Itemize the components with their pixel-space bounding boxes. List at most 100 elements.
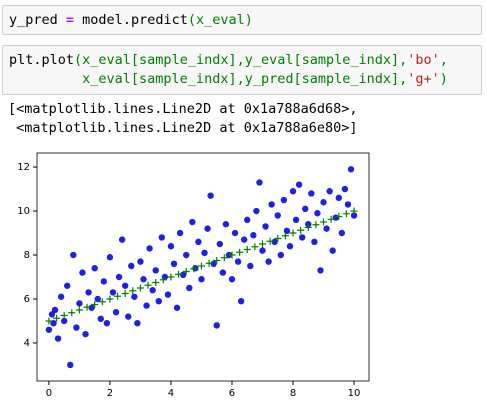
dot-marker	[326, 188, 333, 195]
code-cell[interactable]: y_pred = model.predict(x_eval)	[2, 5, 482, 35]
dot-marker	[173, 304, 181, 311]
dot-marker	[338, 229, 346, 237]
y-tick-label: 12	[17, 162, 30, 173]
dot-marker	[317, 267, 324, 274]
dot-marker	[118, 236, 126, 243]
plus-marker	[68, 309, 76, 317]
dot-marker	[106, 254, 114, 261]
dot-marker	[179, 271, 187, 279]
dot-marker	[112, 308, 120, 316]
code-token: y_pred	[9, 12, 66, 28]
dot-marker	[268, 201, 275, 208]
dot-marker	[121, 282, 129, 289]
plus-marker	[114, 292, 122, 300]
plus-marker	[45, 317, 53, 325]
code-token: (x_eval[sample_indx],y_eval[sample_indx]…	[74, 52, 408, 68]
dot-marker	[247, 262, 254, 270]
dot-marker	[213, 322, 220, 329]
dot-marker	[329, 247, 336, 254]
dot-marker	[207, 192, 214, 199]
plus-marker	[190, 265, 198, 273]
x-tick-label: 10	[348, 388, 361, 399]
dot-marker	[237, 297, 245, 305]
dot-marker	[54, 335, 62, 342]
dot-marker	[283, 227, 291, 235]
dot-marker	[100, 278, 108, 285]
dot-marker	[271, 238, 278, 246]
dot-marker	[57, 293, 65, 300]
dot-marker	[286, 243, 294, 250]
dot-marker	[244, 216, 251, 224]
cell-output: [<matplotlib.lines.Line2D at 0x1a788a6d6…	[8, 100, 358, 138]
code-token: 'bo'	[407, 52, 440, 68]
code-cell[interactable]: plt.plot(x_eval[sample_indx],y_eval[samp…	[2, 45, 482, 95]
plus-marker	[289, 229, 297, 237]
code-token: 'g+'	[407, 71, 440, 87]
dot-marker	[131, 293, 138, 300]
dot-marker	[347, 166, 355, 173]
code-token: (x_eval)	[187, 12, 253, 28]
dot-marker	[250, 232, 257, 239]
plus-marker	[335, 213, 343, 221]
dot-marker	[201, 249, 208, 257]
plus-marker	[121, 289, 129, 297]
code-token: model.predict	[74, 12, 188, 28]
output-line: [<matplotlib.lines.Line2D at 0x1a788a6d6…	[8, 101, 358, 117]
plus-marker	[274, 235, 282, 243]
code-token: )	[439, 71, 448, 87]
plus-marker	[213, 257, 221, 265]
plus-marker	[342, 210, 350, 218]
dot-marker	[79, 269, 86, 276]
dot-marker	[186, 284, 193, 292]
plus-marker	[304, 224, 312, 232]
x-tick-label: 4	[168, 388, 174, 399]
dot-marker	[274, 212, 281, 219]
dot-marker	[280, 196, 288, 204]
dot-marker	[295, 181, 303, 188]
plus-marker	[98, 298, 106, 306]
dot-marker	[76, 300, 83, 307]
dot-marker	[344, 201, 352, 208]
x-tick-label: 8	[290, 388, 296, 399]
dot-marker	[277, 251, 285, 259]
plus-marker	[152, 279, 160, 286]
plus-marker	[236, 248, 244, 256]
plus-marker	[182, 268, 190, 276]
plus-marker	[228, 251, 236, 259]
dot-marker	[164, 291, 172, 298]
plus-marker	[106, 295, 114, 303]
dot-marker	[97, 315, 104, 322]
dot-marker	[262, 223, 269, 230]
x-tick-label: 0	[46, 388, 52, 399]
plus-marker	[281, 232, 289, 240]
dot-marker	[109, 289, 117, 296]
dot-marker	[51, 306, 59, 314]
dot-marker	[302, 205, 309, 213]
code-token: x_eval[sample_indx],y_pred[sample_indx],	[9, 71, 408, 87]
plus-marker	[297, 226, 305, 234]
plus-marker	[75, 306, 83, 314]
dot-marker	[210, 260, 217, 268]
plus-marker	[350, 207, 358, 215]
dot-marker	[152, 267, 159, 274]
plus-marker	[60, 311, 68, 319]
x-tick-label: 6	[229, 388, 235, 399]
dot-marker	[222, 221, 230, 228]
code-line: y_pred = model.predict(x_eval)	[9, 11, 475, 30]
y-tick-label: 8	[24, 250, 30, 261]
dot-marker	[88, 304, 95, 311]
dot-marker	[170, 260, 178, 268]
plus-marker	[312, 221, 320, 229]
output-line: <matplotlib.lines.Line2D at 0x1a788a6e80…	[8, 120, 358, 136]
dot-marker	[228, 276, 236, 283]
dot-marker	[256, 179, 263, 186]
dot-marker	[311, 238, 318, 246]
plus-marker	[159, 276, 167, 284]
dot-marker	[189, 218, 196, 226]
dot-marker	[140, 276, 147, 283]
dot-marker	[115, 273, 123, 281]
dot-marker	[240, 236, 248, 243]
dot-marker	[70, 251, 77, 259]
dot-marker	[167, 243, 175, 250]
